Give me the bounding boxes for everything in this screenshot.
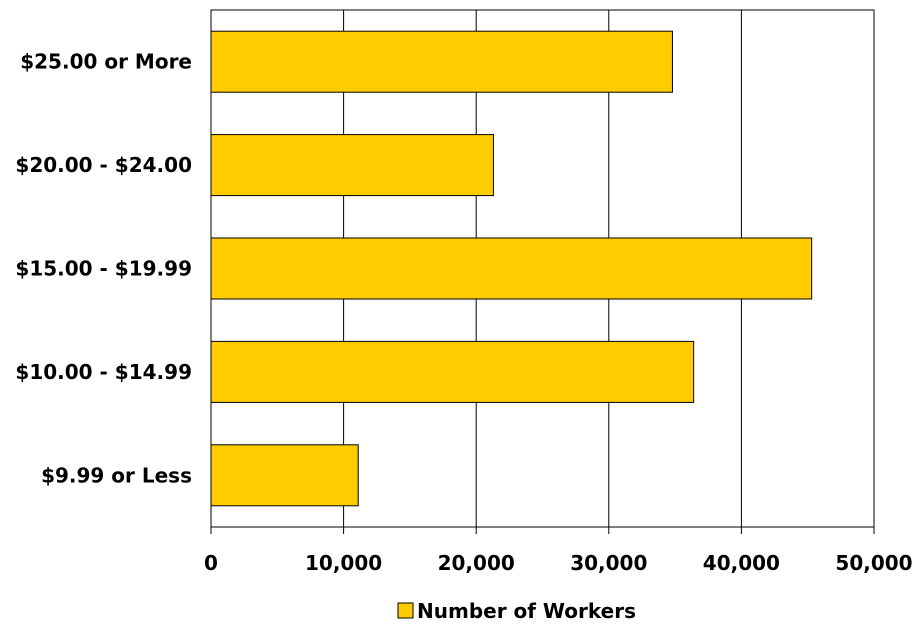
bar: [210, 237, 813, 300]
x-tick-label: 50,000: [835, 551, 912, 575]
category-label: $9.99 or Less: [41, 463, 192, 487]
legend-label: Number of Workers: [417, 599, 636, 623]
category-labels: $25.00 or More $20.00 - $24.00 $15.00 - $1…: [15, 50, 192, 488]
x-tick-label: 10,000: [305, 551, 382, 575]
category-label: $10.00 - $14.99: [15, 360, 192, 384]
bar: [210, 444, 359, 507]
legend-swatch: [397, 602, 414, 619]
bar: [210, 340, 695, 403]
x-tick-label: 0: [204, 551, 218, 575]
x-axis-tick-labels: 0 10,000 20,000 30,000 40,000 50,000: [204, 551, 913, 575]
x-tick-label: 30,000: [570, 551, 647, 575]
legend: Number of Workers: [397, 599, 636, 623]
category-label: $20.00 - $24.00: [15, 153, 192, 177]
x-tick-label: 20,000: [438, 551, 515, 575]
bar: [210, 30, 673, 93]
bars-group: [210, 30, 813, 507]
category-label: $25.00 or More: [20, 50, 192, 74]
bar: [210, 134, 494, 197]
x-axis-ticks: [210, 527, 875, 534]
category-label: $15.00 - $19.99: [15, 257, 192, 281]
x-tick-label: 40,000: [703, 551, 780, 575]
